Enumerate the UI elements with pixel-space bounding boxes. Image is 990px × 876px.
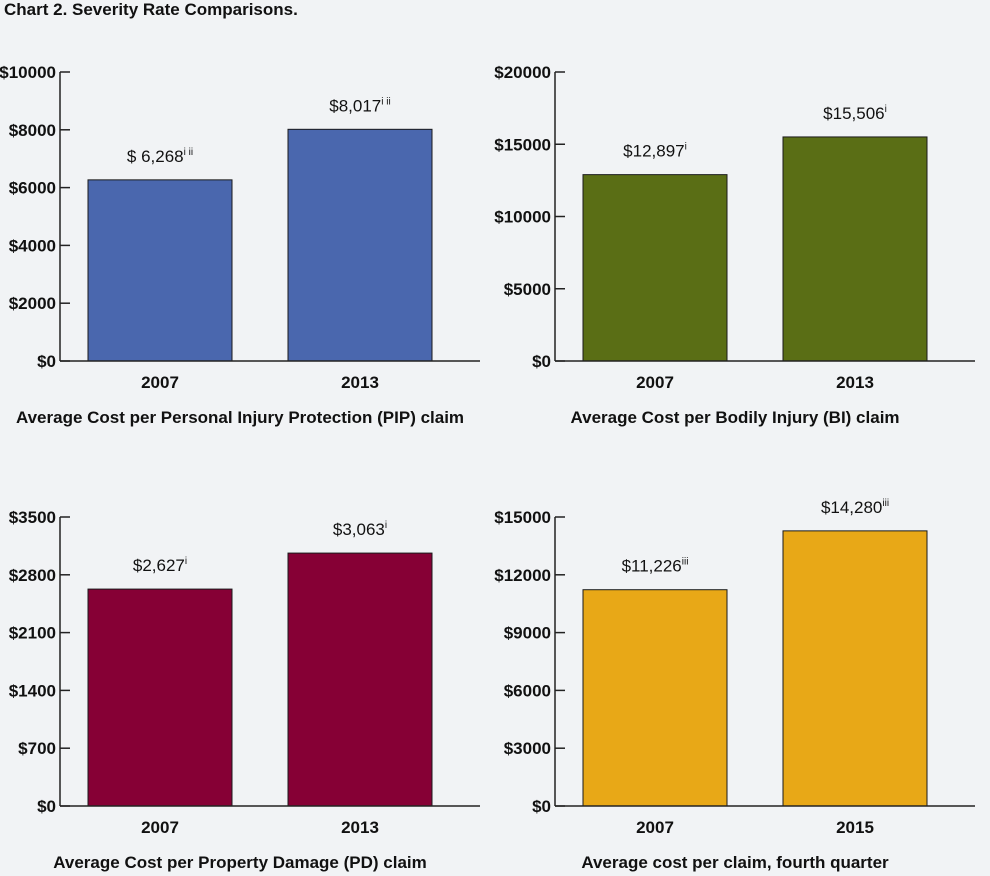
bar [782,136,928,362]
y-tick-label: $5000 [504,280,551,299]
y-tick-label: $700 [18,739,56,758]
data-label-value: $3,063 [333,520,385,539]
y-tick-label: $2000 [9,294,56,313]
data-label: $2,627i [133,556,187,575]
data-label-footnote: i [185,556,187,567]
category-label: 2007 [141,818,179,837]
y-tick-label: $10000 [494,208,551,227]
chart-panel-pip: $ 6,268i ii 2007 $8,017i ii 2013 $0 $2000 $400… [0,0,495,430]
data-label-value: $11,226 [622,557,682,576]
data-label-value: $14,280 [821,498,882,517]
y-tick-label: $4000 [9,236,56,255]
chart-pd: $2,627i2007$3,063i2013$0$700$1400$2100$2… [9,508,480,837]
data-label: $15,506i [823,104,887,123]
bar [287,552,433,807]
data-label: $12,897i [623,142,687,161]
y-tick-label: $10000 [0,63,56,82]
data-label-value: $ 6,268 [127,147,184,166]
category-label: 2007 [636,373,674,392]
chart-panel-bi: $12,897i 2007 $15,506i 2013 $0 $5000 $10000 $15… [494,0,990,430]
y-tick-label: $20000 [494,63,551,82]
data-label-value: $12,897 [623,142,684,161]
y-tick-label: $2800 [9,566,56,585]
data-label-value: $15,506 [823,104,884,123]
chart-overall: $11,226iii2007$14,280iii2015$0$3000$6000… [494,498,975,837]
data-label-value: $2,627 [133,556,185,575]
y-tick-label: $0 [37,352,56,371]
y-tick-label: $15000 [494,135,551,154]
data-label-value: $8,017 [329,96,381,115]
y-tick-label: $0 [532,352,551,371]
data-label: $ 6,268i ii [127,147,193,166]
page-title: Chart 2. Severity Rate Comparisons. [4,0,298,19]
y-tick-label: $3000 [504,739,551,758]
y-tick-label: $2100 [9,624,56,643]
y-tick-label: $3500 [9,508,56,527]
y-tick-label: $8000 [9,121,56,140]
y-tick-label: $6000 [504,681,551,700]
data-label-footnote: i [885,104,887,115]
category-label: 2013 [836,373,874,392]
chart-panel-overall: $11,226iii 2007 $14,280iii 2015 $0 $3000 $6000… [494,445,990,875]
data-label: $3,063i [333,520,387,539]
bar [87,588,233,807]
chart-xlabel: Average Cost per Property Damage (PD) cl… [53,853,427,872]
bar [87,179,233,362]
bar [582,174,728,362]
y-tick-label: $12000 [494,566,551,585]
category-label: 2013 [341,373,379,392]
data-label-footnote: i ii [184,147,193,158]
category-label: 2013 [341,818,379,837]
chart-bi: $12,897i2007$15,506i2013$0$5000$10000$15… [494,63,975,392]
chart-xlabel: Average Cost per Personal Injury Protect… [15,408,465,427]
category-label: 2015 [836,818,874,837]
chart-xlabel: Average Cost per Bodily Injury (BI) clai… [570,408,900,427]
data-label-footnote: i ii [381,96,390,107]
y-tick-label: $0 [37,797,56,816]
y-tick-label: $15000 [494,508,551,527]
data-label-footnote: iii [682,557,689,568]
bar [287,128,433,362]
chart-panel-pd: $2,627i 2007 $3,063i 2013 $0 $700 $1400 $2100 $2… [0,445,495,875]
y-tick-label: $9000 [504,624,551,643]
y-tick-label: $0 [532,797,551,816]
chart-xlabel: Average cost per claim, fourth quarter [581,853,889,872]
y-tick-label: $6000 [9,179,56,198]
data-label-footnote: i [385,520,387,531]
category-label: 2007 [636,818,674,837]
data-label: $14,280iii [821,498,889,517]
bar [582,589,728,807]
data-label-footnote: iii [882,498,889,509]
data-label: $11,226iii [622,557,689,576]
data-label: $8,017i ii [329,96,390,115]
y-tick-label: $1400 [9,681,56,700]
category-label: 2007 [141,373,179,392]
bar [782,530,928,807]
data-label-footnote: i [685,142,687,153]
